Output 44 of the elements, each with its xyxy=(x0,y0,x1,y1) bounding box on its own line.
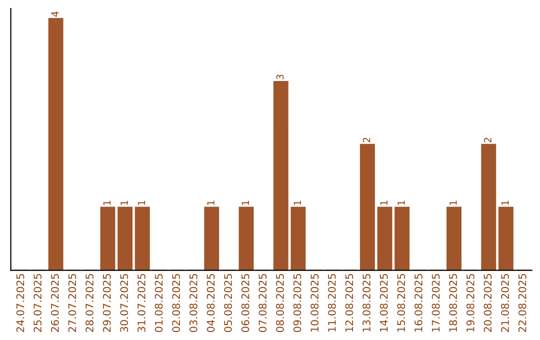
x-tick-label: 07.08.2025 xyxy=(258,274,267,332)
x-tick-label: 03.08.2025 xyxy=(189,274,198,332)
data-label: 2 xyxy=(362,138,370,142)
x-tick-label: 06.08.2025 xyxy=(241,274,250,332)
data-label: 1 xyxy=(242,200,249,205)
x-tick-label: 17.08.2025 xyxy=(432,274,440,332)
x-tick-label: 09.08.2025 xyxy=(293,274,302,332)
data-label: 1 xyxy=(398,200,405,205)
data-label: 1 xyxy=(502,200,509,205)
data-label: 3 xyxy=(276,74,284,80)
data-label: 1 xyxy=(138,200,146,205)
x-tick-label: 02.08.2025 xyxy=(172,274,180,332)
x-tick-label: 31.07.2025 xyxy=(138,274,146,332)
x-tick-label: 14.08.2025 xyxy=(380,274,388,332)
x-tick-label: 13.08.2025 xyxy=(362,274,370,332)
data-label: 1 xyxy=(380,200,388,205)
x-tick-label: 24.07.2025 xyxy=(16,274,24,332)
x-tick-label: 08.08.2025 xyxy=(276,274,284,332)
x-tick-label: 16.08.2025 xyxy=(414,274,422,332)
x-tick-label: 11.08.2025 xyxy=(328,274,336,332)
x-tick-label: 01.08.2025 xyxy=(154,274,163,332)
data-label: 1 xyxy=(120,200,128,205)
x-tick-label: 05.08.2025 xyxy=(224,274,232,332)
x-tick-label: 15.08.2025 xyxy=(397,274,406,332)
x-tick-label: 18.08.2025 xyxy=(449,274,458,332)
x-tick-label: 21.08.2025 xyxy=(501,274,509,332)
x-tick-label: 12.08.2025 xyxy=(345,274,354,332)
x-tick-label: 27.07.2025 xyxy=(68,274,76,332)
x-tick-label: 20.08.2025 xyxy=(484,274,492,332)
data-label: 1 xyxy=(207,200,214,205)
x-tick-label: 19.08.2025 xyxy=(466,274,474,332)
data-label: 2 xyxy=(484,138,492,142)
x-tick-label: 30.07.2025 xyxy=(120,274,128,332)
data-label: 4 xyxy=(51,12,58,17)
data-label: 1 xyxy=(450,200,457,205)
x-tick-label: 25.07.2025 xyxy=(34,274,42,332)
x-tick-label: 10.08.2025 xyxy=(310,274,319,332)
x-tick-label: 28.07.2025 xyxy=(86,274,94,332)
x-tick-label: 22.08.2025 xyxy=(518,274,526,332)
x-tick-label: 26.07.2025 xyxy=(50,274,59,332)
data-label: 1 xyxy=(103,200,110,205)
x-tick-label: 04.08.2025 xyxy=(206,274,215,332)
x-tick-label: 29.07.2025 xyxy=(102,274,111,332)
data-label: 1 xyxy=(294,200,301,205)
